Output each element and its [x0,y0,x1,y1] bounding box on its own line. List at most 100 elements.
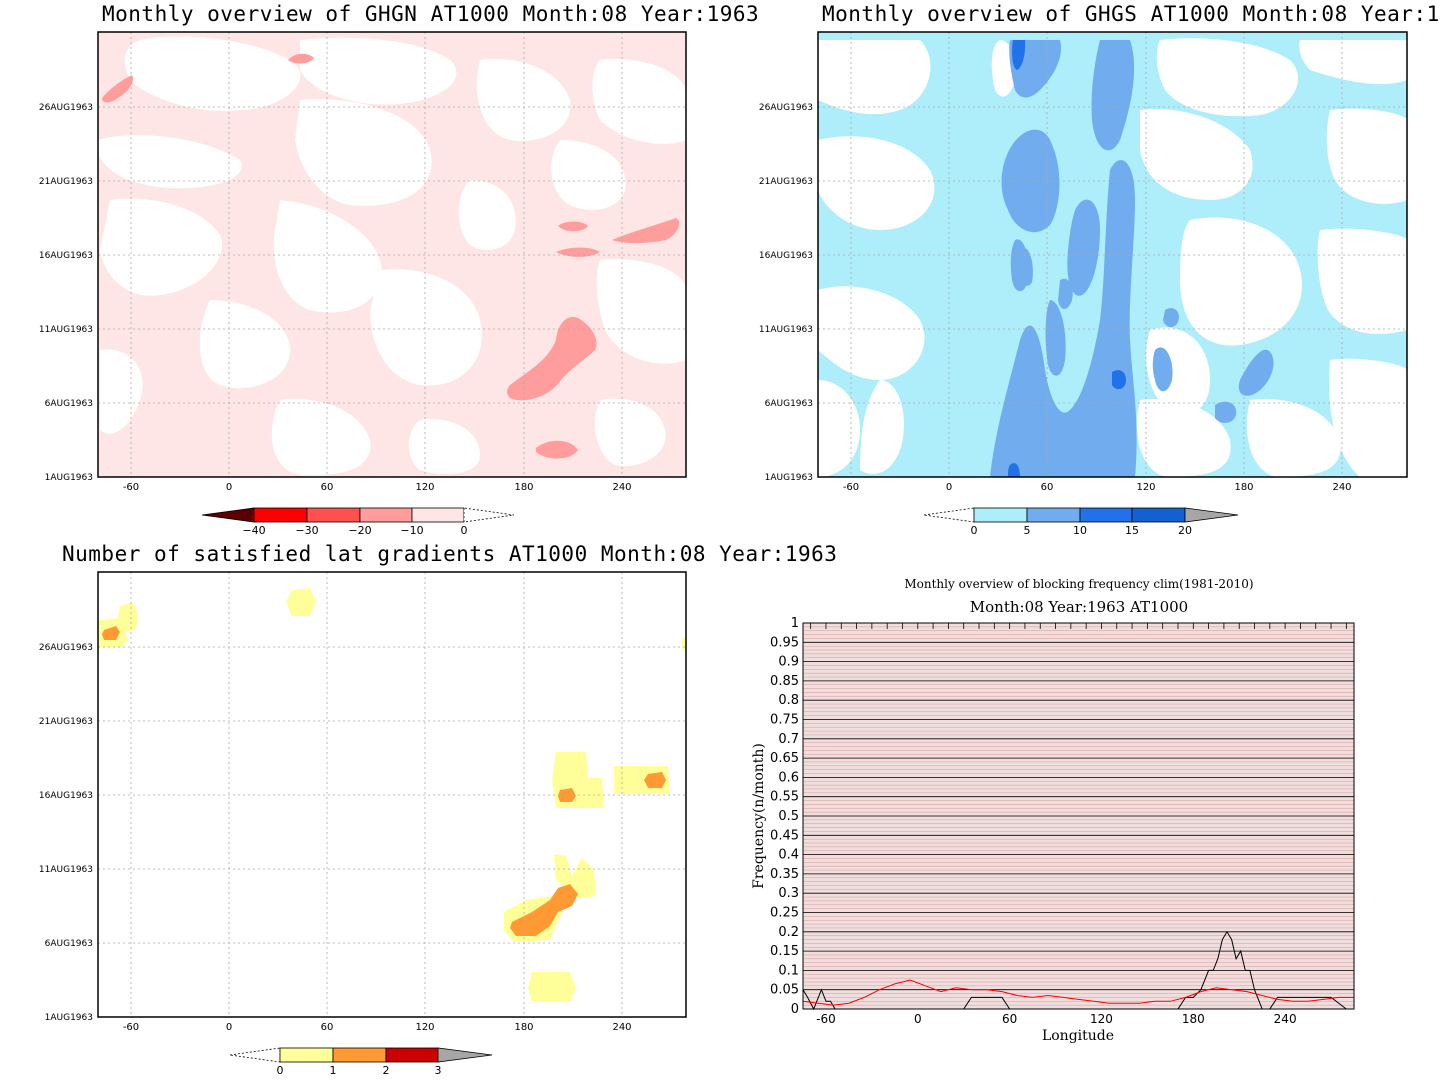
ghgn-x-tick: 0 [226,482,232,493]
ghgs-x-tick: 60 [1041,482,1054,493]
sat-x-tick: -60 [123,1022,139,1033]
ghgs-y-tick: 11AUG1963 [759,325,813,335]
freq-y-tick: 0.25 [770,906,799,921]
ghgn-colorbar [201,507,515,523]
freq-x-tick: -60 [816,1012,836,1026]
ghgs-y-tick: 26AUG1963 [759,103,813,113]
sat-x-tick: 120 [415,1022,434,1033]
ghgn-y-tick: 26AUG1963 [39,103,93,113]
sat-gridlines [98,572,686,1017]
ghgs-colorbar-label: 0 [971,524,978,537]
ghgs-colorbar-label: 20 [1178,524,1192,537]
sat-colorbar-label: 2 [383,1064,390,1077]
ghgs-y-tick: 6AUG1963 [765,399,813,409]
sat-x-tick: 240 [612,1022,631,1033]
ghgn-x-tick: -60 [123,482,139,493]
sat-colorbar [229,1047,493,1063]
freq-y-tick: 0.15 [770,944,799,959]
ghgn-colorbar-label: −20 [348,524,371,537]
sat-y-tick: 6AUG1963 [45,939,93,949]
sat-x-tick: 180 [514,1022,533,1033]
sat-x-tick: 0 [226,1022,232,1033]
freq-y-tick: 0.85 [770,674,799,689]
freq-subtitle: Month:08 Year:1963 AT1000 [970,598,1188,616]
ghgs-y-tick: 1AUG1963 [765,473,813,483]
freq-x-tick: 240 [1274,1012,1297,1026]
ghgn-y-tick: 11AUG1963 [39,325,93,335]
ghgn-colorbar-label: −10 [400,524,423,537]
sat-x-tick: 60 [321,1022,334,1033]
freq-plot-frame [802,622,1355,1010]
freq-y-tick: 0 [791,1002,799,1017]
freq-title: Monthly overview of blocking frequency c… [904,577,1253,591]
ghgn-x-tick: 120 [415,482,434,493]
freq-y-tick: 0.2 [778,925,799,940]
freq-chart: Monthly overview of blocking frequency c… [751,577,1355,1044]
freq-xlabel: Longitude [1042,1028,1114,1044]
ghgs-dark-regions [1008,40,1126,477]
freq-y-tick: 0.45 [770,828,799,843]
ghgs-y-tick: 16AUG1963 [759,251,813,261]
ghgn-x-tick: 240 [612,482,631,493]
freq-y-ticks: 0 0.05 0.1 0.15 0.2 0.25 0.3 0.35 0.4 0.45 0.5 0.55… [770,616,799,1017]
freq-y-tick: 0.6 [778,770,799,785]
ghgs-y-tick: 21AUG1963 [759,177,813,187]
ghgs-chart: 26AUG1963 21AUG1963 16AUG1963 11AUG1963 … [759,31,1408,537]
freq-y-tick: 0.05 [770,983,799,998]
ghgs-x-tick: 0 [946,482,952,493]
ghgs-gridlines [818,32,1407,477]
sat-y-tick: 1AUG1963 [45,1013,93,1023]
sat-y-tick: 26AUG1963 [39,643,93,653]
freq-x-tick: 0 [914,1012,922,1026]
freq-y-tick: 0.7 [778,732,799,747]
sat-colorbar-label: 3 [435,1064,442,1077]
freq-y-tick: 1 [791,616,799,631]
freq-y-tick: 0.35 [770,867,799,882]
freq-y-tick: 0.65 [770,751,799,766]
sat-title: Number of satisfied lat gradients AT1000… [62,542,838,566]
ghgn-title: Monthly overview of GHGN AT1000 Month:08… [102,2,760,26]
ghgn-y-tick: 21AUG1963 [39,177,93,187]
ghgn-gridlines [98,32,686,477]
ghgs-colorbar-label: 5 [1024,524,1031,537]
sat-chart: 26AUG1963 21AUG1963 16AUG1963 11AUG1963 … [39,571,687,1077]
freq-y-tick: 0.8 [778,693,799,708]
sat-y-tick: 11AUG1963 [39,865,93,875]
ghgs-x-tick: 120 [1136,482,1155,493]
ghgn-y-tick: 6AUG1963 [45,399,93,409]
freq-y-tick: 0.4 [778,848,799,863]
ghgn-colorbar-label: −40 [242,524,265,537]
ghgs-x-tick: -60 [843,482,859,493]
ghgn-chart: 26AUG1963 21AUG1963 16AUG1963 11AUG1963 … [39,31,687,537]
ghgs-x-tick: 240 [1332,482,1351,493]
ghgn-plot-frame [97,31,687,478]
ghgs-colorbar-label: 10 [1073,524,1087,537]
ghgs-plot-frame [817,31,1408,478]
ghgn-x-tick: 60 [321,482,334,493]
sat-colorbar-label: 0 [277,1064,284,1077]
ghgn-negative-regions [102,53,680,459]
freq-x-tick: 120 [1090,1012,1113,1026]
ghgn-y-tick: 16AUG1963 [39,251,93,261]
freq-y-tick: 0.55 [770,790,799,805]
ghgs-mid-regions [990,40,1274,477]
freq-y-tick: 0.95 [770,635,799,650]
freq-top-ticks [810,623,1347,629]
freq-y-tick: 0.3 [778,886,799,901]
sat-orange-regions [102,626,666,936]
freq-major-gridlines [803,622,1354,1010]
ghgs-colorbar-label: 15 [1125,524,1139,537]
freq-x-tick: 60 [1002,1012,1017,1026]
sat-y-tick: 16AUG1963 [39,791,93,801]
ghgn-colorbar-label: 0 [461,524,468,537]
ghgs-title: Monthly overview of GHGS AT1000 Month:08… [822,2,1440,26]
freq-y-tick: 0.1 [778,963,799,978]
sat-plot-frame [97,571,687,1018]
freq-y-tick: 0.75 [770,713,799,728]
freq-series-climatology [802,979,1354,1006]
ghgs-colorbar [923,507,1239,523]
freq-x-tick: 180 [1182,1012,1205,1026]
freq-y-tick: 0.5 [778,809,799,824]
freq-ylabel: Frequency(n/month) [751,743,767,889]
sat-colorbar-label: 1 [330,1064,337,1077]
